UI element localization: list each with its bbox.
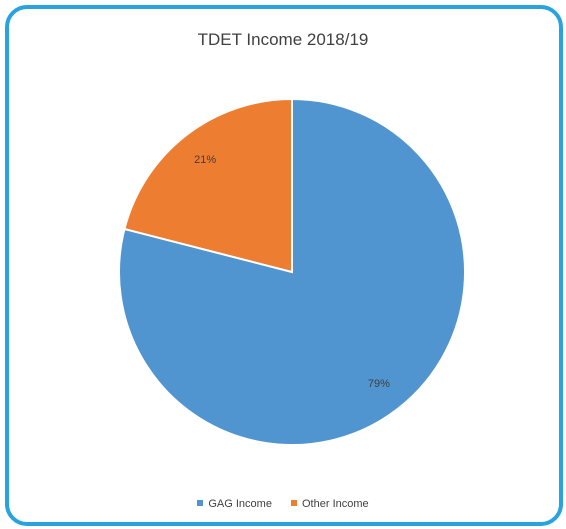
- legend-swatch: [291, 500, 297, 506]
- legend-label: GAG Income: [208, 498, 272, 510]
- legend-item-gag-income: GAG Income: [197, 498, 272, 510]
- chart-legend: GAG Income Other Income: [0, 498, 566, 510]
- slice-data-label: 21%: [194, 154, 216, 166]
- slice-data-label: 79%: [368, 378, 390, 390]
- chart-title: TDET Income 2018/19: [197, 30, 369, 49]
- legend-item-other-income: Other Income: [291, 498, 369, 510]
- pie-slice-other-income: [123, 97, 293, 274]
- legend-swatch: [197, 500, 204, 506]
- legend-label: Other Income: [302, 498, 369, 510]
